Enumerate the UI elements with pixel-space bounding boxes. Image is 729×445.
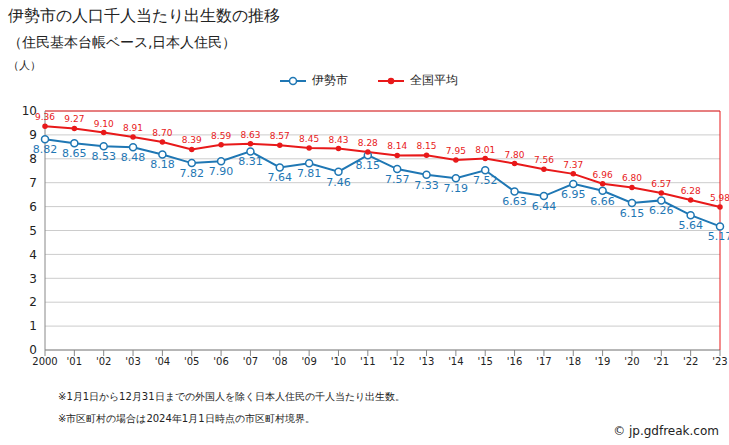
svg-text:8.59: 8.59: [211, 131, 231, 141]
html-text:伊勢市: 伊勢市: [312, 73, 348, 87]
svg-text:4: 4: [29, 248, 37, 262]
svg-text:'19: '19: [595, 356, 610, 367]
svg-text:'12: '12: [389, 356, 404, 367]
svg-text:'06: '06: [213, 356, 228, 367]
html-text:※1月1日から12月31日までの外国人を除く日本人住民の千人: ※1月1日から12月31日までの外国人を除く日本人住民の千人当たり出生数。: [58, 391, 405, 402]
svg-text:'07: '07: [243, 356, 258, 367]
svg-text:6.15: 6.15: [620, 207, 645, 220]
svg-text:8.82: 8.82: [33, 143, 58, 156]
svg-text:'16: '16: [507, 356, 522, 367]
svg-text:'21: '21: [654, 356, 669, 367]
svg-text:8.91: 8.91: [123, 123, 143, 133]
svg-text:8.48: 8.48: [121, 151, 146, 164]
svg-text:7.81: 7.81: [297, 167, 322, 180]
svg-text:10: 10: [21, 104, 37, 119]
svg-text:8.57: 8.57: [270, 131, 290, 141]
svg-text:'05: '05: [184, 356, 199, 367]
html-text:全国平均: 全国平均: [410, 73, 458, 87]
svg-text:7.57: 7.57: [385, 173, 410, 186]
svg-text:'08: '08: [272, 356, 287, 367]
svg-text:8.45: 8.45: [299, 134, 319, 144]
html-text:（人）: （人）: [8, 59, 41, 72]
svg-text:8.65: 8.65: [62, 147, 87, 160]
svg-text:6.28: 6.28: [681, 186, 701, 196]
svg-text:3: 3: [29, 272, 37, 286]
svg-text:7.52: 7.52: [473, 174, 498, 187]
svg-text:'23: '23: [712, 356, 721, 367]
svg-text:8.63: 8.63: [240, 130, 260, 140]
svg-text:6.66: 6.66: [590, 195, 615, 208]
svg-text:8.01: 8.01: [475, 145, 495, 155]
html-text:© jp.gdfreak.com: © jp.gdfreak.com: [613, 424, 719, 438]
svg-text:9: 9: [29, 128, 37, 142]
svg-text:'20: '20: [624, 356, 639, 367]
svg-text:6.80: 6.80: [622, 173, 642, 183]
svg-text:7.82: 7.82: [179, 167, 204, 180]
svg-text:9.10: 9.10: [94, 119, 114, 129]
svg-text:'02: '02: [96, 356, 111, 367]
svg-text:6.95: 6.95: [561, 188, 586, 201]
svg-text:'22: '22: [683, 356, 698, 367]
svg-text:6.96: 6.96: [593, 170, 613, 180]
svg-text:7.64: 7.64: [268, 171, 293, 184]
svg-text:5: 5: [29, 224, 37, 238]
html-text:伊勢市の人口千人当たり出生数の推移: 伊勢市の人口千人当たり出生数の推移: [8, 6, 280, 25]
svg-text:5.98: 5.98: [710, 193, 721, 203]
svg-text:'17: '17: [536, 356, 551, 367]
svg-text:7.95: 7.95: [446, 146, 466, 156]
svg-text:7.33: 7.33: [414, 179, 439, 192]
svg-text:8.53: 8.53: [91, 150, 116, 163]
svg-text:5.17: 5.17: [708, 230, 721, 243]
svg-text:'15: '15: [477, 356, 492, 367]
svg-text:7.56: 7.56: [534, 155, 554, 165]
svg-text:8.70: 8.70: [152, 128, 172, 138]
html-text:（住民基本台帳ベース,日本人住民）: （住民基本台帳ベース,日本人住民）: [8, 34, 237, 50]
html-text:※市区町村の場合は2024年1月1日時点の市区町村境界。: ※市区町村の場合は2024年1月1日時点の市区町村境界。: [58, 413, 315, 424]
svg-text:7.19: 7.19: [444, 182, 469, 195]
svg-text:9.36: 9.36: [35, 112, 55, 122]
svg-text:8: 8: [29, 152, 37, 167]
svg-text:0: 0: [29, 343, 37, 357]
svg-text:'11: '11: [360, 356, 375, 367]
svg-text:'04: '04: [155, 356, 170, 367]
svg-text:8.31: 8.31: [238, 155, 263, 168]
svg-text:'03: '03: [125, 356, 140, 367]
svg-text:8.14: 8.14: [387, 141, 407, 151]
svg-text:6.44: 6.44: [532, 200, 557, 213]
svg-text:7.46: 7.46: [326, 176, 351, 189]
svg-text:7.37: 7.37: [563, 160, 583, 170]
svg-text:5.64: 5.64: [678, 219, 703, 232]
svg-text:'01: '01: [67, 356, 82, 367]
svg-text:'18: '18: [566, 356, 581, 367]
svg-text:8.15: 8.15: [416, 141, 436, 151]
svg-text:'09: '09: [301, 356, 316, 367]
svg-text:8.18: 8.18: [150, 158, 175, 171]
svg-text:'14: '14: [448, 356, 463, 367]
svg-text:6.63: 6.63: [502, 195, 527, 208]
svg-text:1: 1: [29, 319, 37, 333]
svg-text:'13: '13: [419, 356, 434, 367]
svg-text:7.80: 7.80: [505, 150, 525, 160]
svg-text:2000: 2000: [32, 356, 57, 367]
svg-text:8.15: 8.15: [356, 159, 381, 172]
svg-text:7: 7: [29, 176, 37, 190]
svg-text:'10: '10: [331, 356, 346, 367]
svg-text:7.90: 7.90: [209, 165, 234, 178]
svg-text:9.27: 9.27: [64, 114, 84, 124]
svg-text:6.26: 6.26: [649, 204, 674, 217]
svg-text:8.28: 8.28: [358, 138, 378, 148]
svg-text:8.39: 8.39: [182, 135, 202, 145]
svg-text:2: 2: [29, 295, 37, 309]
svg-text:8.43: 8.43: [328, 135, 348, 145]
svg-text:6.57: 6.57: [651, 179, 671, 189]
svg-text:6: 6: [29, 200, 37, 214]
